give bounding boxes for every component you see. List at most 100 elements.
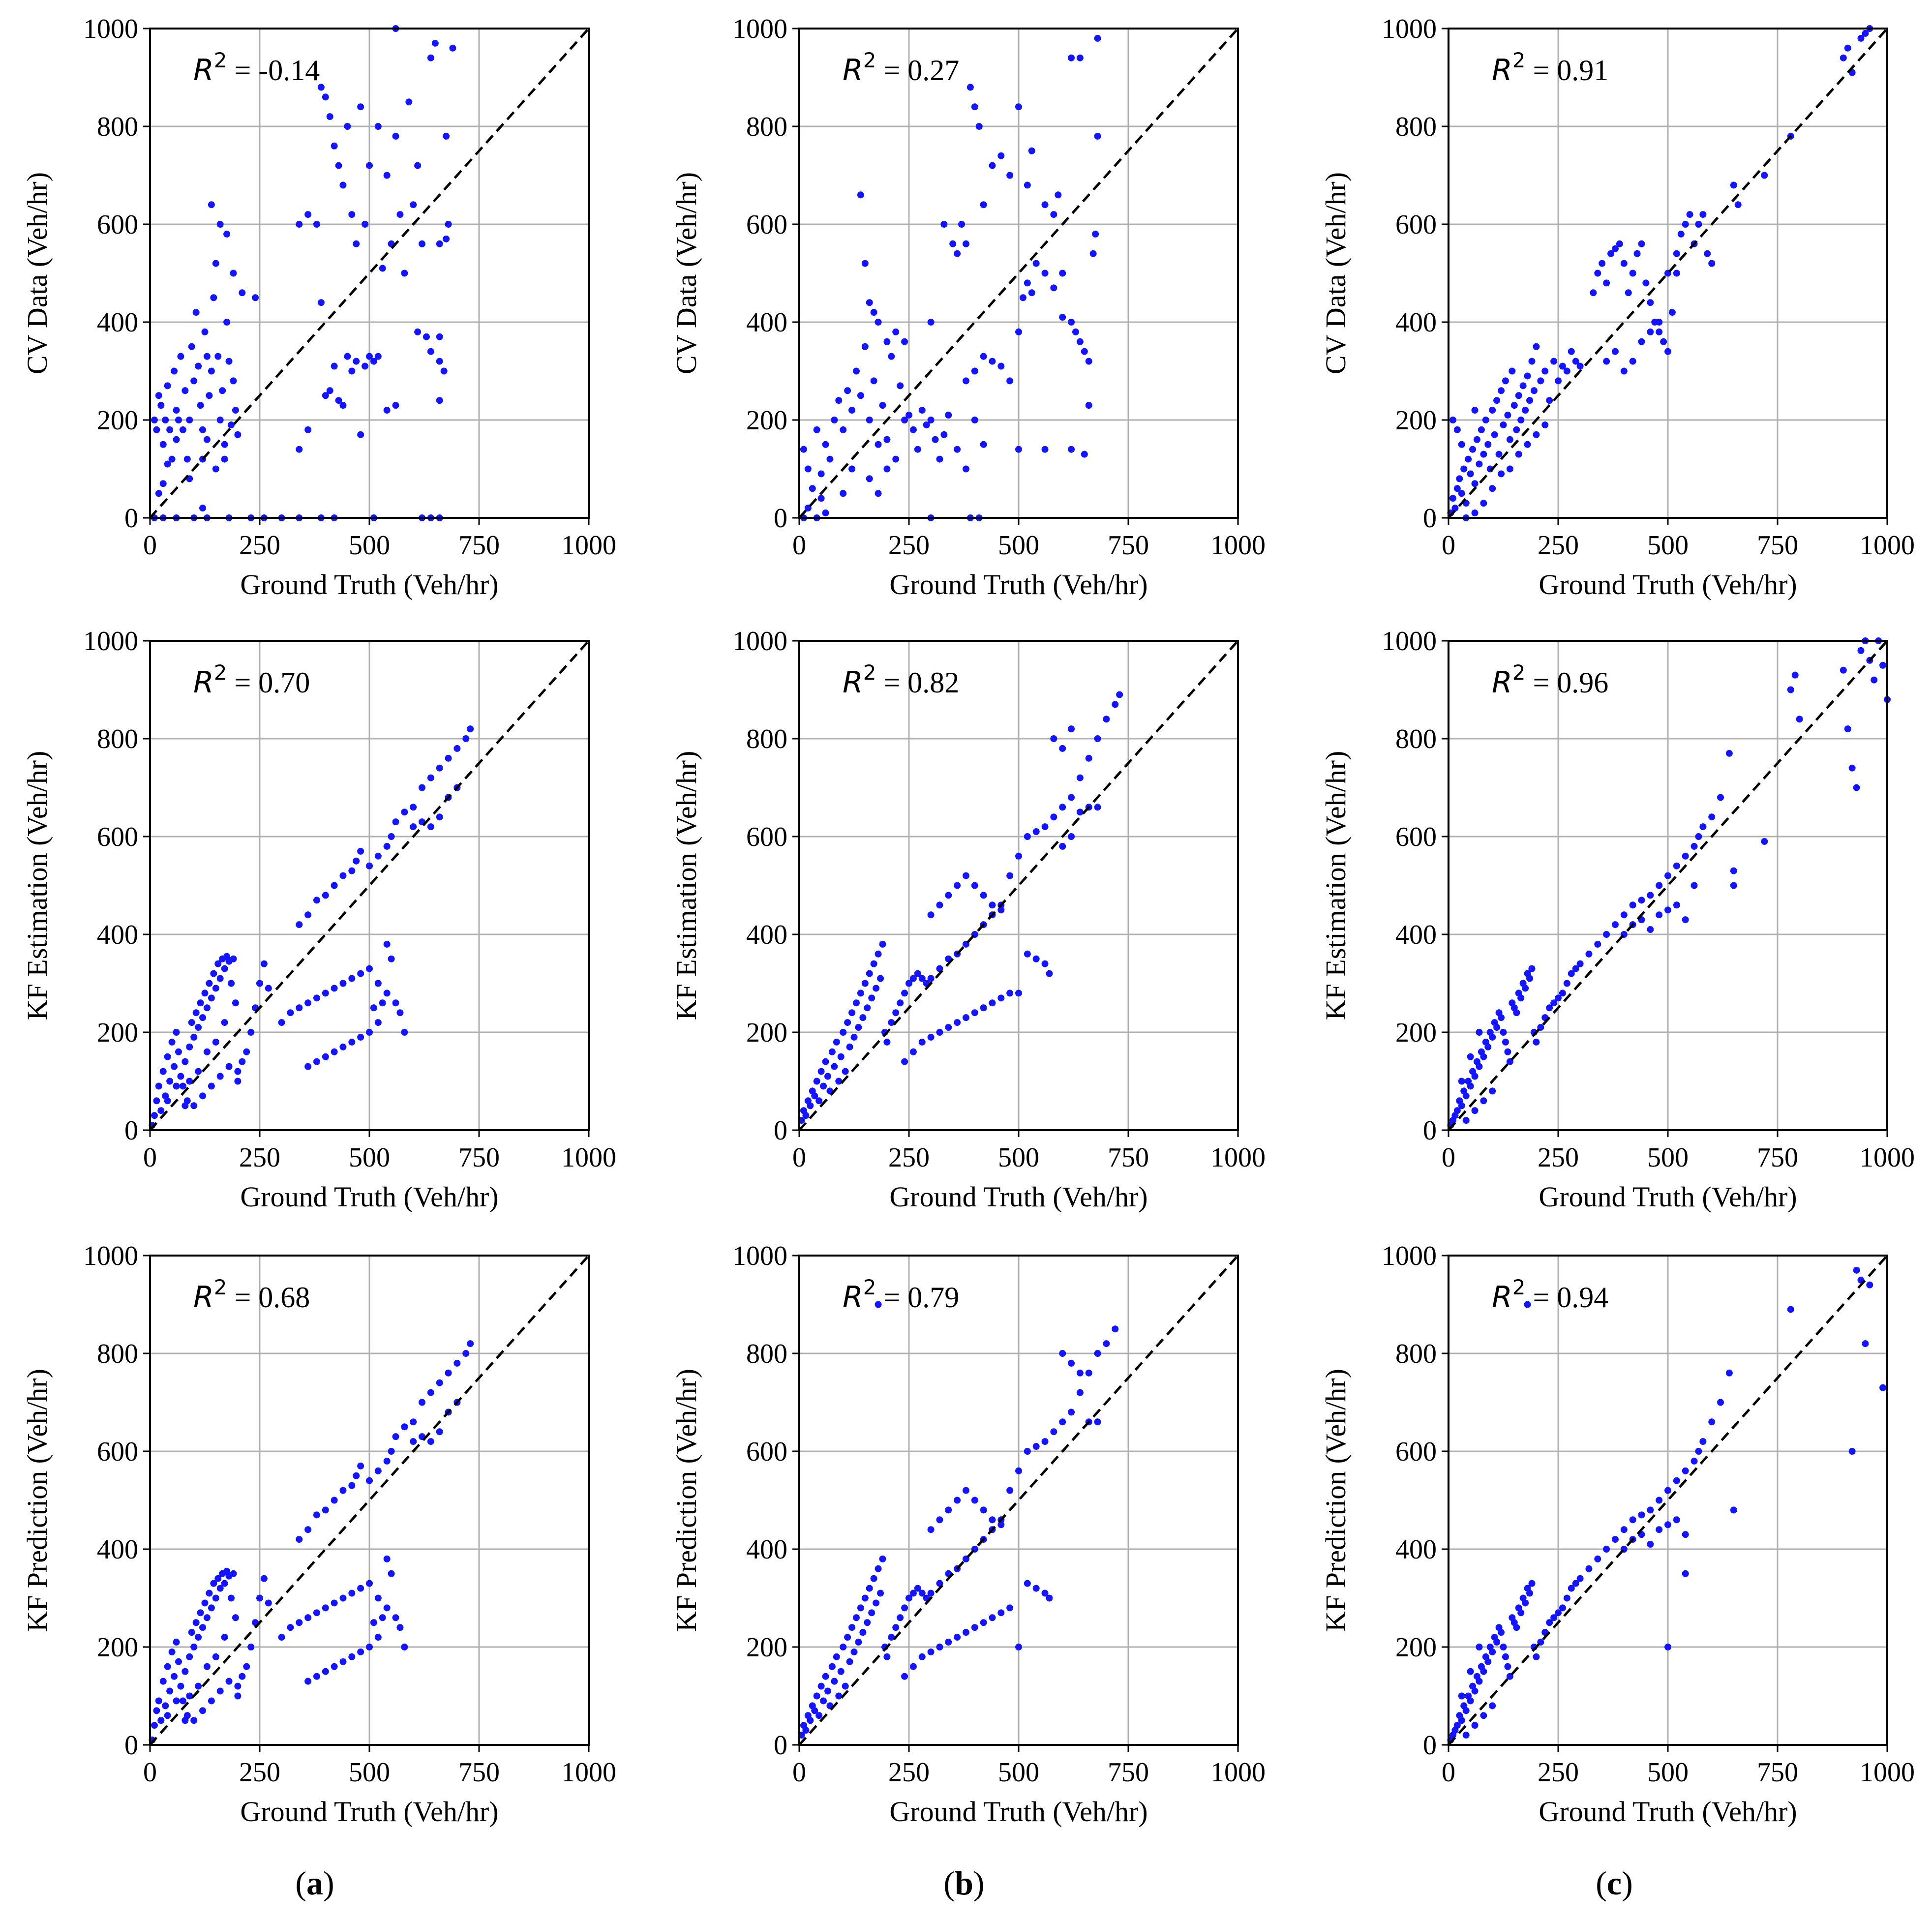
data-point	[1085, 402, 1092, 409]
x-tick-label: 750	[458, 1757, 500, 1788]
x-tick-label: 1000	[1860, 530, 1915, 561]
x-tick-label: 750	[1108, 1142, 1149, 1173]
data-point	[357, 431, 364, 438]
data-point	[243, 1048, 250, 1055]
data-point	[1717, 794, 1724, 801]
data-point	[1524, 372, 1531, 380]
data-point	[875, 490, 882, 497]
data-point	[1504, 412, 1511, 419]
data-point	[366, 1580, 373, 1587]
data-point	[1484, 441, 1492, 448]
data-point	[206, 980, 213, 987]
data-point	[1076, 774, 1084, 781]
data-point	[897, 1614, 904, 1621]
data-point	[1112, 701, 1119, 708]
x-tick-label: 250	[239, 1757, 280, 1788]
r-squared-annotation: R2 = 0.91	[1492, 48, 1608, 88]
data-point	[954, 882, 961, 889]
data-point	[1489, 485, 1496, 492]
data-point	[1656, 882, 1663, 889]
data-point	[203, 1663, 211, 1670]
data-point	[822, 1673, 829, 1680]
x-tick-label: 750	[1757, 530, 1798, 561]
data-point	[1116, 691, 1123, 698]
data-point	[296, 1536, 303, 1543]
data-point	[949, 240, 957, 247]
data-point	[159, 1068, 167, 1075]
data-point	[1611, 1536, 1619, 1543]
data-point	[179, 426, 186, 433]
data-point	[1059, 1418, 1066, 1426]
data-point	[1504, 1048, 1511, 1055]
x-tick-label: 250	[239, 530, 280, 561]
data-point	[1059, 804, 1066, 811]
data-point	[410, 1418, 417, 1426]
data-point	[1848, 1448, 1856, 1455]
x-tick-label: 750	[458, 530, 500, 561]
data-point	[410, 804, 417, 811]
data-point	[940, 431, 948, 438]
data-point	[879, 402, 886, 409]
data-point	[1647, 1506, 1654, 1514]
data-point	[883, 465, 891, 473]
data-point	[901, 417, 908, 423]
data-point	[1059, 1350, 1066, 1357]
data-point	[304, 1614, 312, 1621]
data-point	[173, 1082, 180, 1090]
data-point	[1024, 181, 1031, 189]
data-point	[1862, 30, 1869, 37]
data-point	[260, 1575, 268, 1582]
data-point	[1555, 1609, 1562, 1617]
y-tick-label: 800	[97, 1339, 138, 1369]
data-point	[837, 1668, 845, 1675]
data-point	[1068, 1359, 1075, 1367]
data-point	[831, 417, 838, 423]
data-point	[427, 774, 434, 781]
data-point	[1024, 1448, 1031, 1455]
data-point	[1041, 201, 1049, 209]
data-point	[1673, 270, 1680, 277]
data-point	[1673, 1477, 1680, 1484]
data-point	[909, 1589, 917, 1597]
r-squared-exponent: 2	[863, 1275, 876, 1299]
data-point	[219, 387, 226, 394]
y-tick-label: 600	[746, 210, 787, 240]
data-point	[175, 1048, 182, 1055]
y-tick-label: 0	[774, 503, 787, 534]
data-point	[1050, 813, 1057, 821]
data-point	[897, 382, 904, 390]
data-point	[1513, 1624, 1520, 1631]
data-point	[1112, 1325, 1119, 1333]
data-point	[225, 1678, 233, 1685]
data-point	[155, 1082, 162, 1090]
data-point	[331, 1048, 338, 1055]
data-point	[1006, 989, 1014, 997]
data-point	[467, 725, 474, 733]
data-point	[1059, 270, 1066, 277]
data-point	[225, 358, 233, 365]
data-point	[1024, 833, 1031, 840]
scatter-series	[1447, 25, 1873, 521]
data-point	[1594, 940, 1601, 948]
data-point	[181, 1668, 189, 1675]
data-point	[848, 1624, 856, 1631]
data-point	[322, 1053, 329, 1060]
data-point	[822, 441, 829, 448]
data-point	[181, 1102, 189, 1109]
data-point	[1094, 132, 1101, 140]
r-squared-annotation: R2 = 0.70	[193, 660, 310, 700]
y-tick-label: 600	[97, 210, 138, 240]
data-point	[186, 1653, 193, 1660]
data-point	[1559, 989, 1566, 997]
data-point	[166, 1078, 174, 1085]
x-tick-label: 500	[349, 1757, 390, 1788]
data-point	[366, 162, 373, 169]
data-point	[873, 1599, 880, 1607]
x-tick-label: 0	[143, 1142, 157, 1173]
data-point	[1708, 813, 1716, 821]
r-squared-exponent: 2	[863, 48, 876, 72]
data-point	[192, 1009, 200, 1017]
y-tick-label: 400	[1395, 920, 1437, 950]
data-point	[1050, 735, 1057, 742]
